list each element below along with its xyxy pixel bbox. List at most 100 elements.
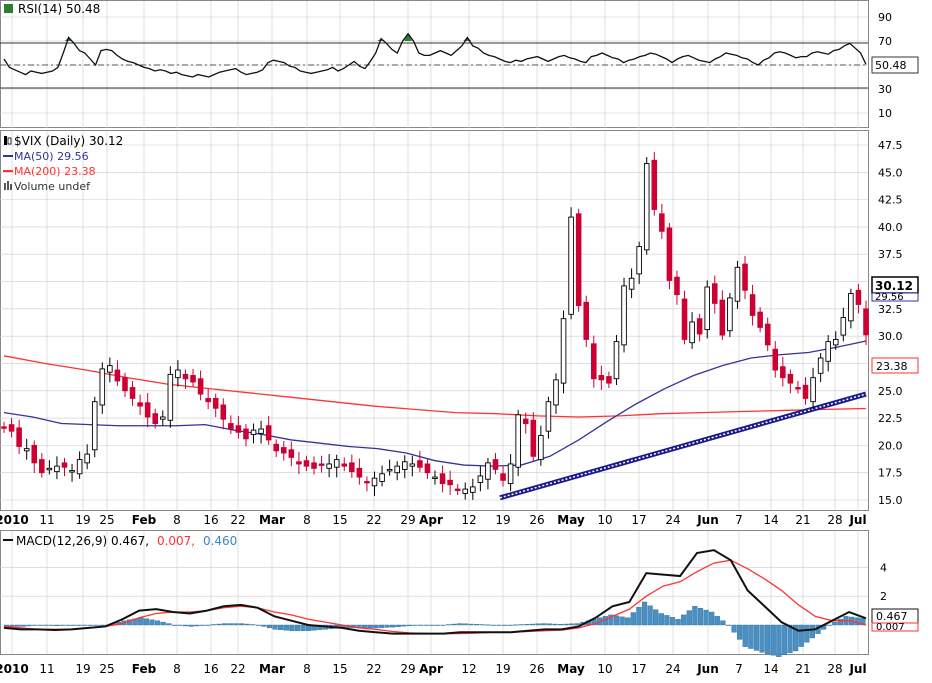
candle xyxy=(584,296,589,347)
candle-body xyxy=(244,429,249,439)
macd-hist-bar xyxy=(620,617,625,625)
candle-icon-2 xyxy=(8,138,11,144)
macd-hist-bar xyxy=(513,625,518,626)
x-tick-label: 8 xyxy=(303,662,311,676)
macd-hist-bar xyxy=(424,625,429,626)
price-tick-label: 20.0 xyxy=(878,439,903,452)
rsi-legend-icon xyxy=(4,4,13,13)
macd-hist-bar xyxy=(748,625,753,649)
candle-body xyxy=(425,464,430,473)
macd-hist-bar xyxy=(782,625,787,655)
candle-body xyxy=(183,374,188,378)
macd-hist-bar xyxy=(771,625,776,655)
macd-hist-bar xyxy=(10,625,15,626)
x-tick-label: 24 xyxy=(665,662,680,676)
x-tick-label: 14 xyxy=(763,513,778,527)
candle-body xyxy=(372,478,377,486)
candle-body xyxy=(24,449,29,451)
candle-body xyxy=(629,278,634,289)
x-tick-label: 8 xyxy=(173,513,181,527)
macd-hist-bar xyxy=(642,602,647,625)
macd-hist-bar xyxy=(452,624,457,625)
macd-hist-bar xyxy=(373,625,378,628)
macd-hist-bar xyxy=(396,625,401,627)
price-y-axis: 47.545.042.540.037.535.032.530.027.525.0… xyxy=(878,139,903,507)
candle-body xyxy=(637,247,642,274)
candle-body xyxy=(334,460,339,468)
macd-hist-bar xyxy=(261,625,266,626)
candle-body xyxy=(463,489,468,493)
macd-hist-bar xyxy=(676,619,681,625)
x-tick-label: Jun xyxy=(696,662,719,676)
macd-hist-bar xyxy=(413,625,418,626)
candle-body xyxy=(750,295,755,316)
macd-hist-bar xyxy=(273,625,278,629)
macd-hist-bar xyxy=(536,624,541,625)
macd-hist-bar xyxy=(469,624,474,625)
legend-ma200-text: MA(200) 23.38 xyxy=(14,165,96,178)
candle-body xyxy=(841,318,846,335)
macd-legend: MACD(12,26,9) 0.467, 0.007, 0.460 xyxy=(3,534,237,548)
x-tick-label: 25 xyxy=(99,662,114,676)
candle-body xyxy=(531,420,536,456)
legend-ma200: MA(200) 23.38 xyxy=(3,165,96,178)
macd-hist-bar xyxy=(687,611,692,625)
macd-hist-bar xyxy=(704,610,709,625)
legend-vix-text: $VIX (Daily) 30.12 xyxy=(14,134,123,148)
macd-hist-bar xyxy=(754,625,759,650)
macd-tick-label: 4 xyxy=(880,561,887,574)
price-tick-label: 22.5 xyxy=(878,412,903,425)
x-tick-label: May xyxy=(557,662,585,676)
x-tick-label: 29 xyxy=(400,513,415,527)
candle-body xyxy=(85,454,90,463)
legend-vix: $VIX (Daily) 30.12 xyxy=(4,134,123,148)
rsi-panel: RSI(14) 50.48 9070503010 50.48 xyxy=(0,1,918,129)
candle xyxy=(644,157,649,255)
macd-hist-bar xyxy=(301,625,306,631)
x-tick-label: 19 xyxy=(495,513,510,527)
candle-body xyxy=(39,460,44,473)
macd-hist-bar xyxy=(743,625,748,647)
candle-body xyxy=(395,466,400,473)
candle-body xyxy=(145,403,150,417)
macd-hist-bar xyxy=(32,625,37,626)
candle-body xyxy=(289,450,294,458)
candle-body xyxy=(758,312,763,327)
macd-hist-bar xyxy=(200,625,205,626)
candle-body xyxy=(17,428,22,447)
candle-body xyxy=(297,462,302,464)
candle-body xyxy=(62,463,67,467)
macd-hist-bar xyxy=(138,618,143,625)
macd-hist-bar xyxy=(21,625,26,626)
candle-body xyxy=(803,385,808,398)
candle-body xyxy=(773,349,778,370)
macd-hist-bar xyxy=(457,624,462,625)
macd-title-main: MACD(12,26,9) 0.467, xyxy=(16,534,149,548)
macd-hist-bar xyxy=(497,625,502,626)
candle-body xyxy=(849,294,854,321)
x-tick-label: 7 xyxy=(735,513,743,527)
x-tick-label: Mar xyxy=(259,662,285,676)
candle-body xyxy=(675,277,680,294)
ma50-badge: 29.56 xyxy=(875,292,904,303)
macd-hist-bar xyxy=(267,625,272,628)
candle-body xyxy=(501,474,506,481)
candle-body xyxy=(319,464,324,466)
macd-hist-bar xyxy=(77,625,82,626)
macd-hist-bar xyxy=(82,625,87,626)
macd-hist-bar xyxy=(541,624,546,625)
x-tick-label: May xyxy=(557,513,585,527)
macd-hist-bar xyxy=(88,625,93,626)
candle-body xyxy=(327,464,332,468)
macd-hist-bar xyxy=(564,624,569,625)
candle-body xyxy=(357,468,362,477)
rsi-tick-label: 90 xyxy=(878,11,892,24)
candle-body xyxy=(743,264,748,290)
macd-hist-bar xyxy=(66,625,71,626)
price-panel: $VIX (Daily) 30.12 MA(50) 29.56 MA(200) … xyxy=(0,131,918,511)
x-tick-label: 28 xyxy=(827,513,842,527)
x-tick-label: 14 xyxy=(763,662,778,676)
x-tick-label: 2010 xyxy=(0,662,29,676)
macd-hist-bar xyxy=(508,625,513,626)
x-tick-label: 11 xyxy=(39,662,54,676)
